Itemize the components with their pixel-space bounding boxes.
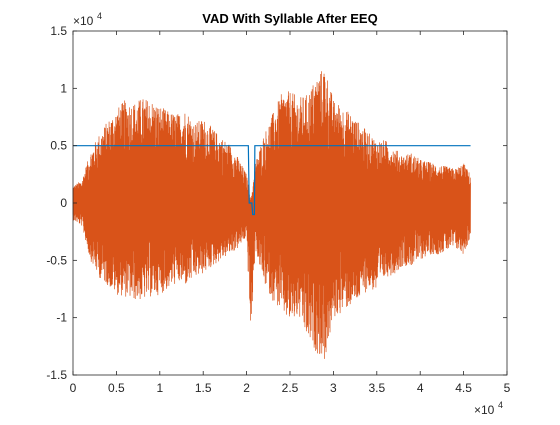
axes-layer: 0 0.5 1 1.5 2 2.5 3 3.5 4 4.5 5 -1.5 -1 -0.5 0 0.5 1 1.5 [46,24,510,395]
x-tick-label: 5 [504,381,511,395]
chart-title: VAD With Syllable After EEQ [202,11,377,26]
y-multiplier: ×10 4 [73,11,102,28]
x-tick-label: 3.5 [368,381,385,395]
y-tick-label: -1.5 [46,368,67,382]
x-tick-label: 1.5 [195,381,212,395]
y-tick-label: -0.5 [46,253,67,267]
x-tick-label: 4 [417,381,424,395]
x-tick-label: 0.5 [108,381,125,395]
y-tick-label: 0 [60,196,67,210]
x-tick-label: 1 [156,381,163,395]
y-multiplier-base: ×10 [73,14,94,28]
x-tick-label: 0 [70,381,77,395]
y-tick-label: 0.5 [50,139,67,153]
series-layer [72,71,471,359]
x-multiplier-base: ×10 [474,403,495,417]
x-multiplier: ×10 4 [474,400,503,417]
y-multiplier-exponent: 4 [97,11,102,21]
x-tick-label: 2.5 [282,381,299,395]
vad-series-line [73,145,471,216]
signal-series-line [72,71,471,359]
x-multiplier-exponent: 4 [498,400,503,410]
y-tick-label: 1.5 [50,24,67,38]
x-tick-label: 3 [330,381,337,395]
y-tick-label: 1 [60,81,67,95]
x-tick-label: 4.5 [455,381,472,395]
x-tick-label: 2 [243,381,250,395]
y-tick-label: -1 [56,311,67,325]
